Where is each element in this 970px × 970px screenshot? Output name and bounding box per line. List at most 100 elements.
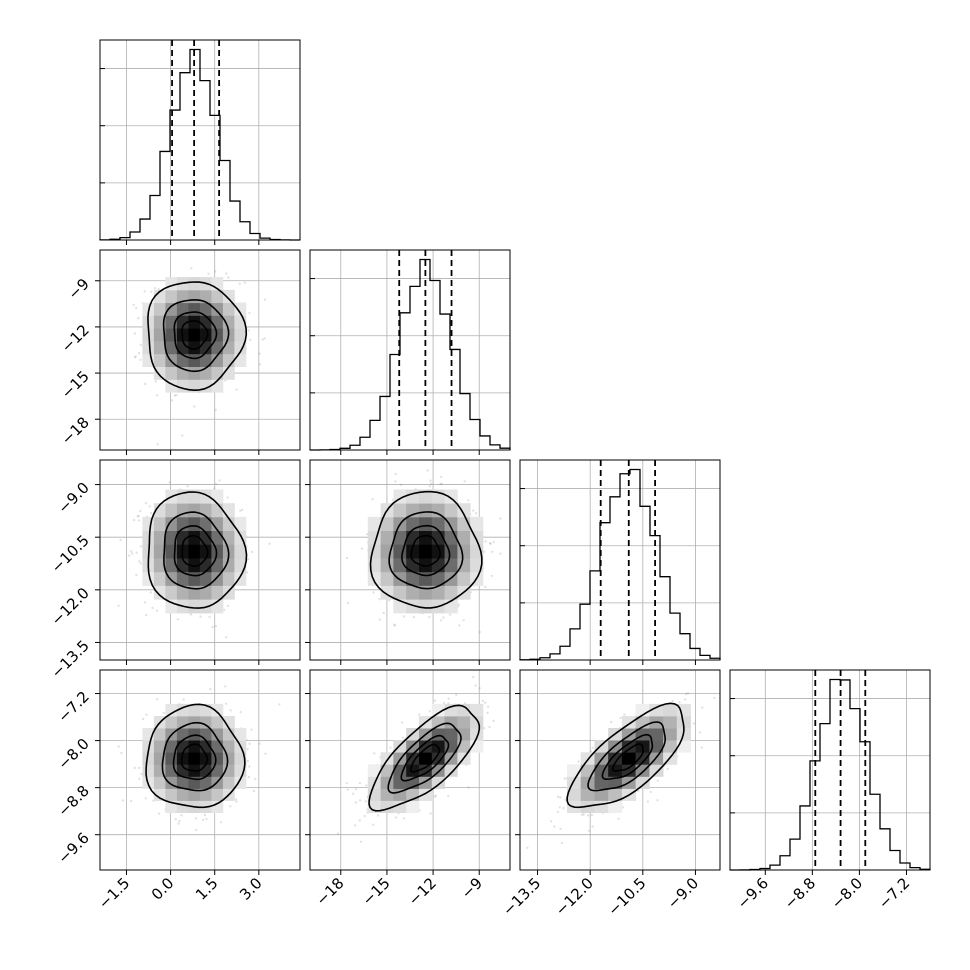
- ytick-label-p3: −8.8: [54, 782, 92, 820]
- density-cell: [199, 353, 212, 367]
- sample-point: [143, 382, 147, 386]
- panel-frame: [99, 39, 301, 241]
- sample-point: [399, 483, 403, 486]
- sample-point: [481, 699, 485, 703]
- sample-point: [133, 518, 136, 522]
- sample-point: [394, 816, 398, 819]
- sample-point: [254, 777, 257, 781]
- sample-point: [610, 720, 613, 724]
- sample-point: [157, 288, 160, 291]
- density-cell: [165, 788, 178, 801]
- density-cell: [199, 728, 212, 741]
- ytick-label-p3: −9.6: [54, 829, 92, 867]
- sample-point: [563, 777, 566, 780]
- xtick-label-p0: 1.5: [192, 874, 222, 904]
- sample-point: [490, 574, 493, 578]
- sample-point: [247, 329, 250, 332]
- density-cell: [234, 544, 247, 559]
- sample-point: [140, 772, 143, 776]
- density-cell: [176, 489, 189, 504]
- sample-point: [467, 499, 470, 502]
- sample-point: [175, 394, 178, 397]
- sample-point: [214, 482, 218, 486]
- ytick-label-p2: −9.0: [54, 479, 92, 517]
- sample-point: [190, 267, 193, 270]
- sample-point: [428, 485, 431, 488]
- sample-point: [439, 482, 442, 486]
- sample-point: [365, 533, 369, 536]
- sample-point: [226, 604, 230, 608]
- sample-point: [205, 817, 208, 821]
- sample-point: [133, 356, 137, 359]
- sample-point: [373, 752, 376, 755]
- sample-point: [354, 788, 358, 791]
- sample-point: [248, 765, 251, 768]
- sample-point: [168, 481, 171, 484]
- sample-point: [139, 358, 142, 362]
- density-cell: [199, 315, 212, 329]
- sample-point: [346, 601, 350, 605]
- density-cell: [199, 289, 212, 304]
- sample-point: [457, 603, 460, 606]
- density-cell: [142, 353, 155, 367]
- sample-point: [195, 828, 198, 832]
- sample-point: [245, 571, 249, 574]
- density-cell: [419, 503, 433, 518]
- density-cell: [188, 366, 201, 380]
- sample-point: [484, 701, 487, 704]
- density-cell: [211, 277, 224, 291]
- density-cell: [176, 800, 189, 813]
- density-cell: [393, 530, 407, 545]
- sample-point: [429, 812, 432, 815]
- sample-point: [486, 711, 489, 714]
- sample-point: [394, 480, 397, 483]
- sample-point: [223, 608, 226, 612]
- xtick-label-p1: −18: [312, 874, 347, 909]
- density-cell: [176, 366, 189, 380]
- sample-point: [143, 290, 146, 293]
- sample-point: [447, 697, 450, 700]
- density-cell: [142, 341, 155, 355]
- density-cell: [431, 544, 445, 559]
- sample-point: [358, 799, 362, 802]
- sample-point: [488, 725, 491, 729]
- density-cell: [380, 788, 394, 801]
- sample-point: [241, 508, 244, 511]
- density-cell: [234, 516, 247, 531]
- panel-frame: [99, 459, 301, 661]
- sample-point: [248, 311, 251, 315]
- density-cell: [444, 716, 458, 729]
- sample-point: [264, 752, 267, 755]
- sample-point: [137, 519, 141, 522]
- density-cell: [211, 366, 224, 380]
- sample-point: [134, 306, 138, 310]
- density-cell: [211, 353, 224, 367]
- sample-point: [213, 487, 216, 490]
- density-cell: [211, 341, 224, 355]
- sample-point: [472, 509, 475, 512]
- sample-point: [180, 814, 183, 817]
- density-cell: [142, 764, 155, 777]
- sample-point: [137, 515, 140, 518]
- sample-point: [354, 801, 358, 804]
- sample-point: [559, 796, 562, 799]
- contour-1.5sigma: [173, 311, 218, 360]
- sample-point: [151, 606, 154, 610]
- sample-point: [246, 748, 249, 751]
- ytick-label-p3: −7.2: [54, 688, 92, 726]
- sample-point: [412, 616, 416, 619]
- density-cell: [367, 571, 381, 586]
- density-cell: [199, 328, 212, 342]
- xtick-label-p1: −9: [458, 874, 486, 902]
- hist-panel-p0: [99, 39, 301, 245]
- density-cell: [663, 716, 678, 729]
- density-cell: [188, 289, 201, 304]
- contour-1.5sigma: [173, 525, 218, 577]
- density-cell: [222, 289, 235, 304]
- density-cell: [188, 530, 201, 545]
- density-cell: [393, 776, 407, 789]
- sample-point: [263, 298, 267, 301]
- sample-point: [278, 703, 281, 706]
- density-cell: [199, 379, 212, 393]
- sample-point: [560, 841, 564, 845]
